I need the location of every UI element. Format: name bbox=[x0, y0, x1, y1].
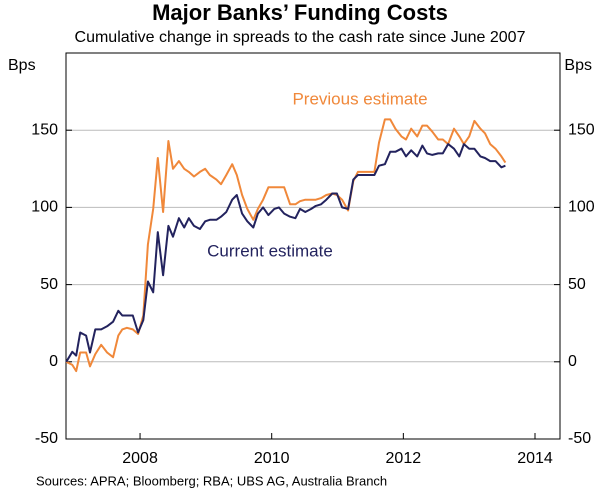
y-axis-label: Bps bbox=[8, 57, 36, 74]
series-label: Previous estimate bbox=[292, 89, 427, 108]
series-label: Current estimate bbox=[207, 241, 333, 260]
chart-subtitle: Cumulative change in spreads to the cash… bbox=[75, 29, 526, 46]
y2-axis-label: Bps bbox=[564, 57, 592, 74]
y2-tick-label: -50 bbox=[568, 430, 591, 447]
line-series bbox=[65, 118, 507, 373]
x-tick-label: 2008 bbox=[122, 450, 158, 467]
y-tick-label: 0 bbox=[49, 353, 58, 370]
x-tick-label: 2010 bbox=[254, 450, 290, 467]
y2-tick-label: 50 bbox=[568, 276, 586, 293]
y2-tick-label: 0 bbox=[568, 353, 577, 370]
line-series bbox=[65, 143, 506, 363]
y-tick-label: 50 bbox=[40, 276, 58, 293]
y-tick-label: -50 bbox=[35, 430, 58, 447]
x-tick-label: 2012 bbox=[386, 450, 422, 467]
plot-frame bbox=[65, 52, 561, 440]
y2-tick-label: 150 bbox=[568, 121, 595, 138]
y-tick-label: 150 bbox=[31, 121, 58, 138]
source-note: Sources: APRA; Bloomberg; RBA; UBS AG, A… bbox=[36, 473, 387, 488]
x-tick-label: 2014 bbox=[517, 450, 553, 467]
y2-tick-label: 100 bbox=[568, 199, 595, 216]
y-tick-label: 100 bbox=[31, 199, 58, 216]
chart-title: Major Banks’ Funding Costs bbox=[152, 0, 448, 25]
